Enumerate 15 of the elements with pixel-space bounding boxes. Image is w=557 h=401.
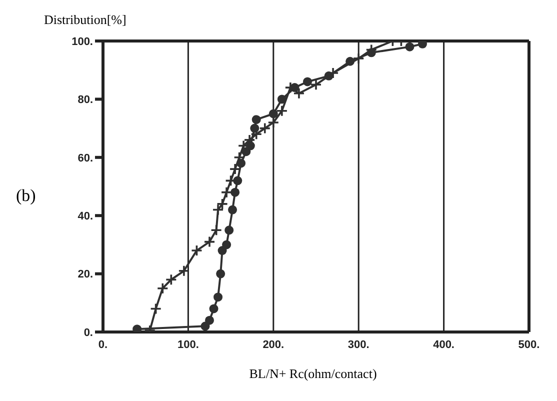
y-tick-label: 40. [78, 210, 93, 223]
y-tick-label: 20. [78, 268, 93, 281]
x-tick-label: 200. [262, 338, 284, 351]
y-tick-label: 60. [78, 152, 93, 164]
y-axis-title: Distribution[%] [44, 12, 126, 28]
x-tick-label: 100. [177, 338, 199, 351]
text: (b) [16, 186, 36, 206]
x-axis-title: BL/N+ Rc(ohm/contact) [248, 366, 378, 382]
y-tick-label: 0. [84, 326, 93, 339]
x-tick-label: 0. [98, 338, 108, 351]
y-tick-label: 80. [78, 94, 93, 106]
y-tick-label: 100. [72, 36, 93, 48]
x-tick-label: 300. [348, 338, 370, 351]
x-tick-label: 500. [518, 338, 540, 351]
x-tick-label: 400. [433, 338, 455, 351]
